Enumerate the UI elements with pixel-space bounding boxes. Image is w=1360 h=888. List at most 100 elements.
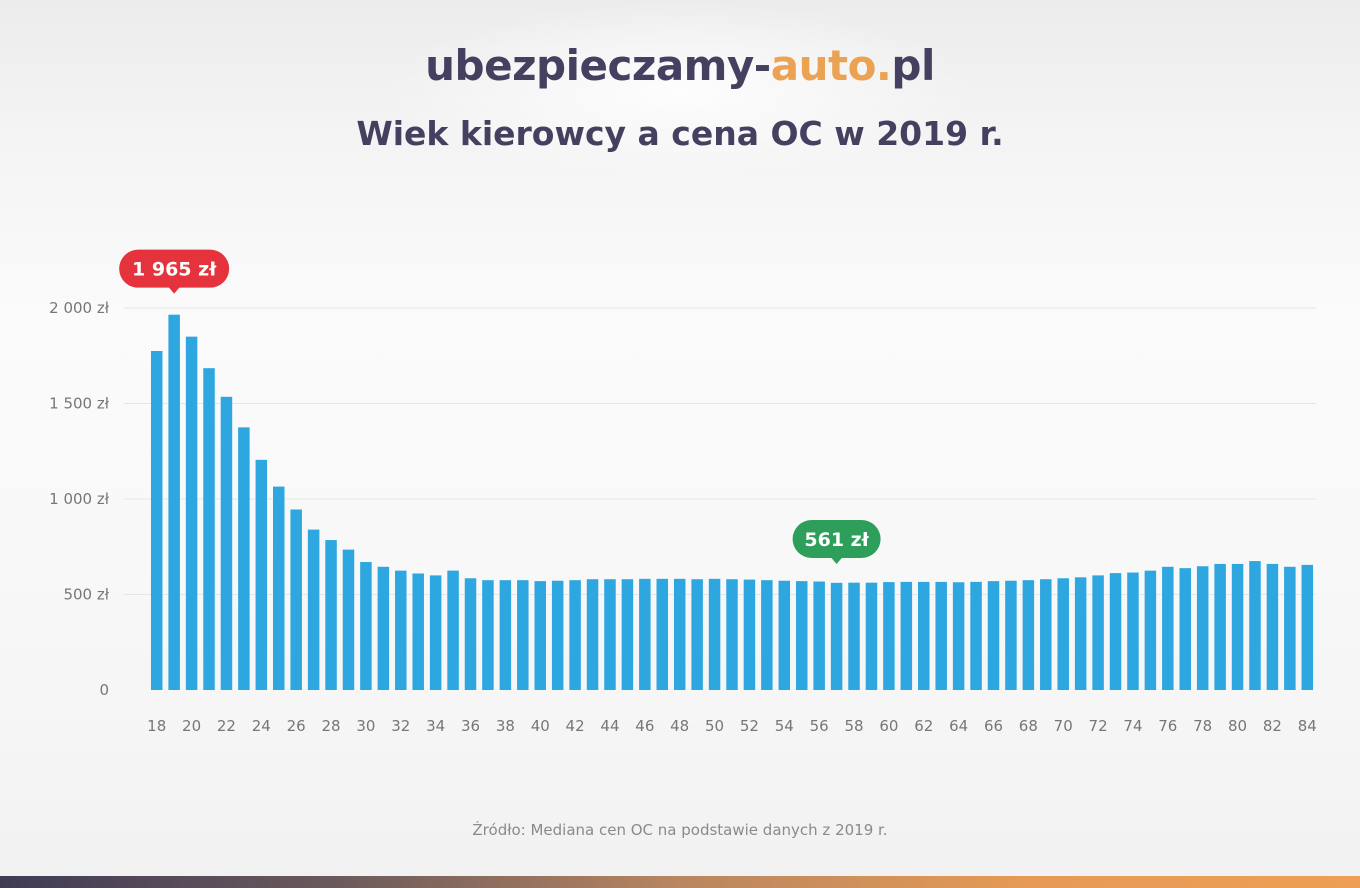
bar [970,581,982,690]
header-glow [380,0,980,180]
bar [726,579,738,690]
bar [1196,566,1209,690]
bar [569,580,581,690]
bar [813,581,825,690]
bar [900,581,913,690]
y-tick-label: 0 [99,681,109,699]
bar [865,582,878,690]
bar [743,579,756,690]
bar [255,459,268,690]
x-tick-label: 82 [1263,717,1282,735]
x-tick-label: 60 [879,717,898,735]
brand-logo: ubezpieczamy-auto.pl [0,38,1360,94]
bar [551,580,564,690]
bar [290,509,302,690]
x-tick-label: 68 [1019,717,1038,735]
bar [1249,561,1261,690]
bar [987,581,1000,690]
bottom-gradient-bar [0,876,1360,888]
y-tick-label: 1 500 zł [49,395,110,413]
x-tick-label: 48 [670,717,689,735]
bar [1214,563,1226,690]
bar [307,529,320,690]
x-tick-label: 80 [1228,717,1247,735]
x-tick-label: 54 [775,717,794,735]
min-value-callout-bubble [792,520,881,558]
bar [1074,577,1087,690]
bar [447,570,459,690]
bar [517,580,529,690]
bar [412,573,424,690]
bar [168,314,180,690]
bar [1109,573,1122,690]
bar [795,581,808,690]
x-tick-label: 46 [635,717,654,735]
x-tick-label: 52 [740,717,759,735]
bar [150,350,163,690]
bar [464,578,477,690]
bar [952,582,965,690]
x-tick-label: 64 [949,717,968,735]
bar [203,368,215,690]
bar [883,582,895,690]
bar [918,581,930,690]
max-value-callout-label: 1 965 zł [132,259,217,281]
bar [1144,570,1157,690]
bar [778,580,791,690]
min-value-callout-label: 561 zł [804,529,869,551]
x-tick-label: 28 [321,717,340,735]
min-value-callout-pointer [830,557,843,564]
bar [586,579,599,690]
x-tick-label: 44 [600,717,619,735]
x-tick-label: 18 [147,717,166,735]
brand-suffix: pl [891,41,935,90]
bar [1266,563,1279,690]
x-tick-label: 38 [496,717,515,735]
bar [848,582,860,690]
chart-title: Wiek kierowcy a cena OC w 2019 r. [356,114,1004,153]
x-tick-label: 24 [252,717,271,735]
bar [1040,579,1052,690]
x-tick-label: 56 [810,717,829,735]
bar [656,578,669,690]
x-tick-label: 70 [1054,717,1073,735]
brand-prefix: ubezpieczamy- [425,41,771,90]
x-tick-label: 20 [182,717,201,735]
bar [534,581,546,690]
x-tick-label: 72 [1089,717,1108,735]
x-tick-label: 36 [461,717,480,735]
bar [1179,568,1192,690]
bar [342,549,355,690]
max-value-callout-pointer [168,286,181,294]
y-tick-label: 1 000 zł [49,490,110,508]
x-tick-label: 66 [984,717,1003,735]
x-tick-label: 40 [531,717,550,735]
bar [499,580,512,690]
y-tick-label: 2 000 zł [49,299,110,317]
bar [325,540,337,690]
bar [639,578,651,690]
x-tick-label: 58 [844,717,863,735]
bar [272,486,285,690]
brand-accent: auto. [770,41,892,90]
bar [360,562,372,690]
bar [1162,566,1174,690]
x-tick-label: 84 [1298,717,1317,735]
bar [1231,563,1244,690]
bar [1092,575,1104,690]
y-tick-label: 500 zł [63,586,109,604]
bar [708,578,721,690]
bar [604,579,616,690]
x-tick-label: 62 [914,717,933,735]
bar [220,396,233,690]
x-tick-label: 78 [1193,717,1212,735]
bar [429,575,442,690]
bar [377,566,390,690]
bar [691,579,703,690]
bar [1127,572,1139,690]
x-tick-label: 26 [287,717,306,735]
bar [1057,578,1069,690]
max-value-callout-bubble [119,249,230,288]
x-tick-label: 76 [1158,717,1177,735]
bar [830,582,843,690]
